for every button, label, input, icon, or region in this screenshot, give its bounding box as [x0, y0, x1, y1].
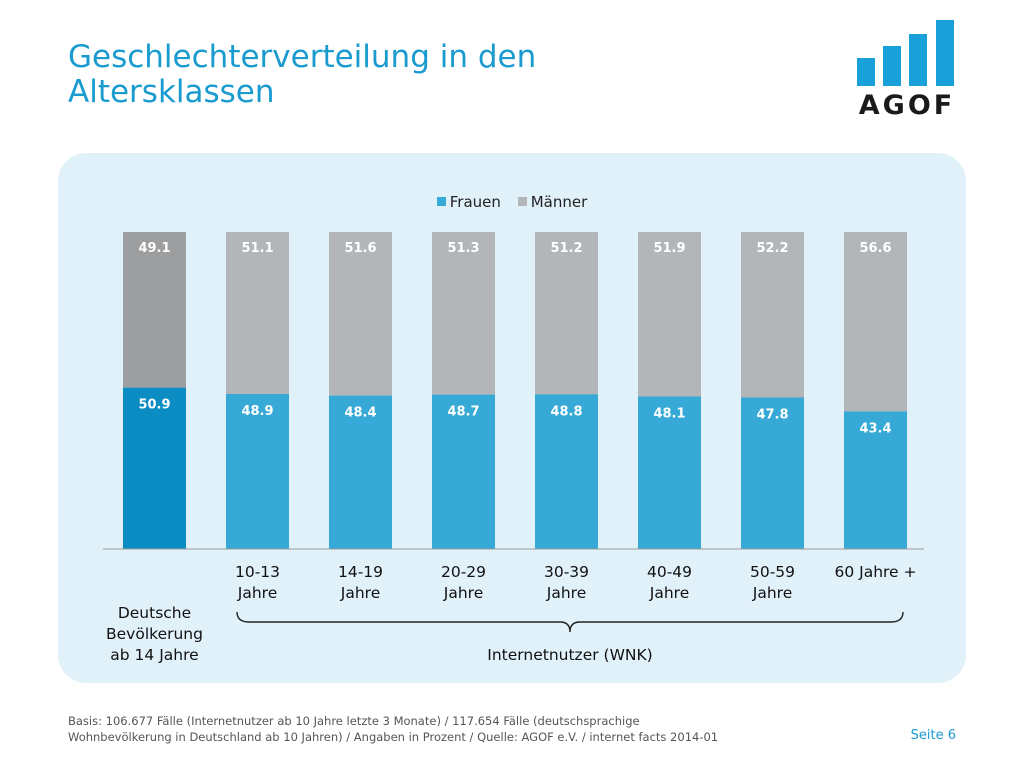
data-label-maenner: 52.2 [756, 241, 788, 256]
data-label-frauen: 48.1 [653, 407, 685, 422]
bar-maenner [638, 232, 701, 397]
bar-frauen [123, 387, 186, 549]
x-tick-label-line: Bevölkerung [106, 625, 203, 643]
legend-swatch-maenner [517, 197, 527, 206]
x-tick-label-line: ab 14 Jahre [110, 646, 199, 664]
bar-frauen [226, 393, 289, 549]
footer-note-line: Basis: 106.677 Fälle (Internetnutzer ab … [68, 714, 640, 728]
legend-swatch-frauen [436, 197, 446, 206]
x-tick-label: 50-59 Jahre [718, 562, 828, 604]
x-tick-label-line: Jahre [546, 584, 587, 602]
bar-maenner [844, 232, 907, 412]
logo-bar [883, 46, 901, 86]
x-tick-label-line: Jahre [752, 584, 793, 602]
bar-frauen [741, 397, 804, 549]
footer-note: Basis: 106.677 Fälle (Internetnutzer ab … [68, 713, 888, 745]
data-label-maenner: 51.6 [344, 241, 376, 256]
x-tick-label-line: 20-29 [440, 563, 487, 581]
data-label-maenner: 51.2 [550, 241, 582, 256]
data-label-frauen: 48.8 [550, 404, 582, 419]
x-tick-label: 40-49 Jahre [615, 562, 725, 604]
chart-legend: Frauen Männer [0, 193, 1024, 211]
x-tick-label-line: 40-49 [646, 563, 693, 581]
data-label-maenner: 51.3 [447, 241, 479, 256]
data-label-maenner: 56.6 [859, 241, 891, 256]
data-label-frauen: 50.9 [138, 398, 170, 413]
x-tick-label: 14-19 Jahre [306, 562, 416, 604]
footer-note-line: Wohnbevölkerung in Deutschland ab 10 Jah… [68, 730, 719, 744]
x-tick-label-line: Jahre [649, 584, 690, 602]
x-tick-label-line: 50-59 [749, 563, 796, 581]
agof-logo: AGOF [852, 20, 962, 122]
bar-maenner [535, 232, 598, 395]
legend-item-frauen: Frauen [436, 193, 501, 211]
x-tick-label-line: 60 Jahre + [834, 563, 917, 581]
logo-bar [936, 20, 954, 86]
x-tick-label: 20-29 Jahre [409, 562, 519, 604]
logo-text: AGOF [858, 90, 956, 121]
data-label-frauen: 48.4 [344, 406, 376, 421]
x-tick-label-line: 10-13 [234, 563, 281, 581]
x-tick-label: 30-39 Jahre [512, 562, 622, 604]
legend-label-frauen: Frauen [449, 193, 501, 211]
x-tick-label-line: Deutsche [117, 604, 192, 622]
logo-bar [909, 34, 927, 86]
chart-panel [58, 153, 966, 683]
x-tick-label-line: Jahre [340, 584, 381, 602]
x-tick-label-line: 30-39 [543, 563, 590, 581]
x-tick-label: 60 Jahre + [821, 562, 931, 583]
bar-frauen [844, 411, 907, 549]
bar-maenner [741, 232, 804, 398]
x-tick-label: Deutsche Bevölkerung ab 14 Jahre [100, 603, 210, 666]
bar-maenner [226, 232, 289, 394]
bar-maenner [123, 232, 186, 388]
x-tick-label-line: 14-19 [337, 563, 384, 581]
group-brace [236, 611, 904, 633]
page-number: Seite 6 [910, 728, 956, 743]
data-label-frauen: 47.8 [756, 407, 788, 422]
x-tick-label-line: Jahre [237, 584, 278, 602]
data-label-frauen: 48.7 [447, 405, 479, 420]
legend-item-maenner: Männer [517, 193, 588, 211]
bar-frauen [638, 396, 701, 549]
data-label-maenner: 51.1 [241, 241, 273, 256]
x-tick-label: 10-13 Jahre [203, 562, 313, 604]
data-label-frauen: 43.4 [859, 421, 891, 436]
data-label-frauen: 48.9 [241, 404, 273, 419]
bar-maenner [329, 232, 392, 396]
logo-bar [857, 58, 875, 86]
legend-label-maenner: Männer [530, 193, 588, 211]
data-label-maenner: 51.9 [653, 241, 685, 256]
x-tick-label-line: Jahre [443, 584, 484, 602]
group-label: Internetnutzer (WNK) [487, 646, 653, 664]
bar-frauen [329, 395, 392, 549]
bar-maenner [432, 232, 495, 395]
page-title: Geschlechterverteilung in den Altersklas… [68, 39, 537, 110]
data-label-maenner: 49.1 [138, 241, 170, 256]
bar-frauen [432, 394, 495, 549]
bar-frauen [535, 394, 598, 549]
